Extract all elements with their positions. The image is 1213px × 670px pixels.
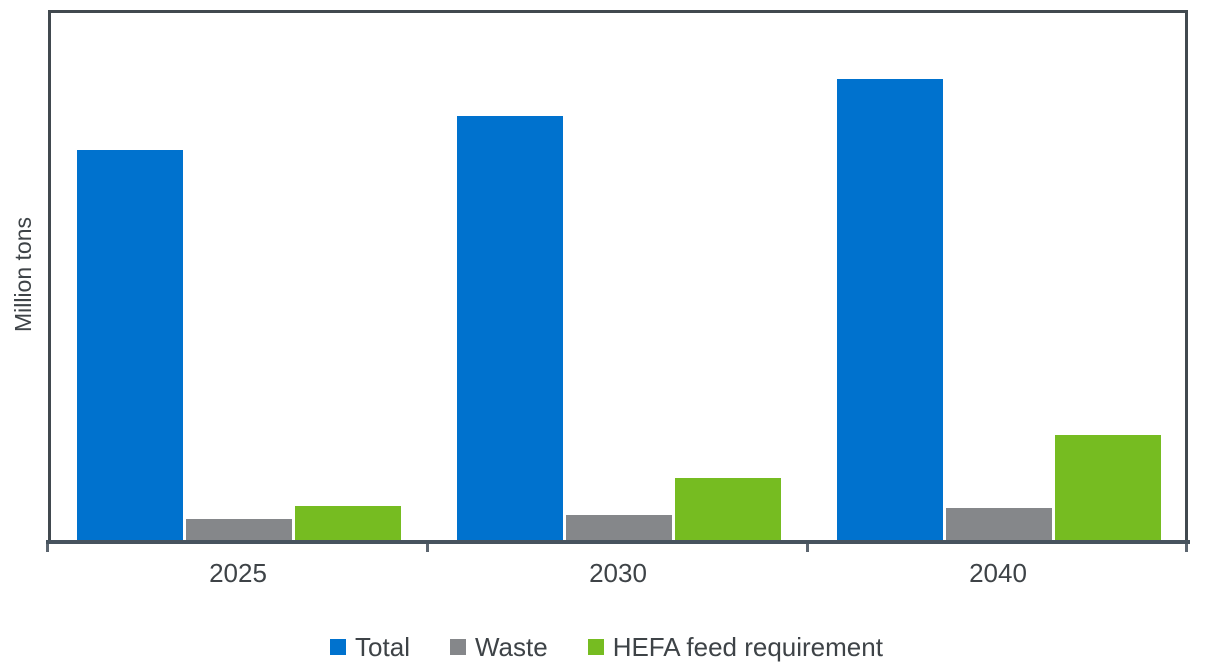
- x-axis-line: [46, 540, 1190, 544]
- y-axis-line: [48, 10, 51, 540]
- x-axis-label-2030: 2030: [589, 558, 647, 588]
- bar-waste-2025: [186, 518, 292, 540]
- bar-hefa-feed-requirement-2025: [295, 505, 401, 540]
- legend-item-total: Total: [330, 632, 410, 663]
- legend-label-hefa-feed-requirement: HEFA feed requirement: [612, 631, 883, 662]
- bar-waste-2040: [946, 508, 1052, 540]
- y-axis-title-text: Million tons: [9, 217, 36, 333]
- bar-group-2040: [808, 10, 1188, 540]
- legend-label-waste: Waste: [474, 631, 548, 662]
- x-axis-labels: 2025 2030 2040: [48, 558, 1188, 589]
- bar-total-2040: [837, 78, 943, 540]
- legend-label-total: Total: [355, 631, 410, 662]
- legend-swatch-hefa-feed-requirement-icon: [587, 639, 604, 655]
- legend-item-waste: Waste: [449, 631, 548, 663]
- x-axis-label-2040: 2040: [969, 558, 1027, 588]
- legend-item-hefa-feed-requirement: HEFA feed requirement: [587, 631, 883, 663]
- x-axis-tick: [426, 544, 429, 552]
- legend: Total Waste HEFA feed requirement: [0, 632, 1213, 662]
- bar-group-2025: [48, 10, 428, 540]
- bar-total-2030: [457, 116, 563, 540]
- x-axis-tick: [806, 544, 809, 552]
- chart-frame-top: [48, 10, 1188, 13]
- x-axis-label-2025: 2025: [209, 558, 267, 588]
- bar-total-2025: [77, 150, 183, 540]
- x-axis-tick: [46, 544, 49, 552]
- bar-group-2030: [428, 10, 808, 540]
- bar-hefa-feed-requirement-2030: [675, 478, 781, 540]
- legend-swatch-total-icon: [330, 639, 347, 655]
- bar-waste-2030: [566, 515, 672, 540]
- bar-hefa-feed-requirement-2040: [1055, 435, 1161, 540]
- y-axis-title: Million tons: [0, 10, 46, 540]
- chart-frame-right: [1185, 10, 1188, 540]
- x-axis-tick: [1185, 544, 1188, 552]
- plot-area: [48, 10, 1188, 540]
- legend-swatch-waste-icon: [449, 639, 466, 655]
